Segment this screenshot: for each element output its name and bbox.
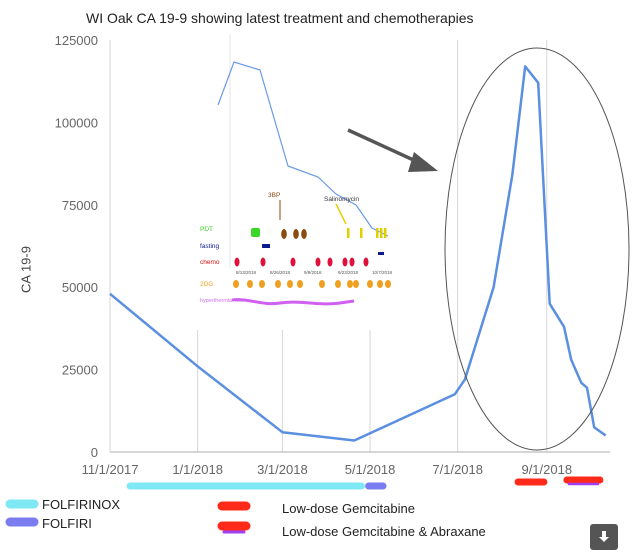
- inset-line: [217, 61, 389, 237]
- inset-3bp-marker: [281, 229, 287, 239]
- annotations: [347, 47, 630, 451]
- inset-salinomycin-marker: [347, 228, 350, 238]
- inset-row-label: 2DG: [200, 281, 213, 288]
- y-tick-label: 125000: [55, 33, 98, 48]
- arrow-head: [408, 152, 438, 172]
- inset-hyperthermia-line: [231, 298, 355, 306]
- inset-date-label: 8/26/2018: [270, 270, 291, 275]
- y-tick-label: 50000: [62, 280, 98, 295]
- inset-2dg-marker: [353, 280, 359, 288]
- inset-row-label: PDT: [200, 226, 213, 233]
- legend-label-low-dose-gemcitabine: Low-dose Gemcitabine: [282, 501, 415, 516]
- x-ticks: 11/1/2017 1/1/2018 3/1/2018 5/1/2018 7/1/201…: [82, 462, 573, 477]
- chart-title: WI Oak CA 19-9 showing latest treatment …: [86, 10, 474, 26]
- legend: [5, 499, 251, 534]
- inset-fasting-marker: [378, 252, 384, 255]
- inset-2dg-marker: [319, 280, 325, 288]
- inset-2dg-marker: [377, 280, 383, 288]
- inset-chemo-marker: [260, 257, 266, 267]
- legend-label-folfiri: FOLFIRI: [42, 516, 92, 531]
- y-tick-label: 100000: [55, 115, 98, 130]
- arrow-shaft: [347, 128, 421, 165]
- inset-date-label: 9/9/2018: [304, 270, 322, 275]
- inset-row-label: fasting: [200, 243, 220, 250]
- treatment-bars: [126, 476, 604, 490]
- inset-chemo-marker: [363, 257, 369, 267]
- inset-2dg-marker: [287, 280, 293, 288]
- y-tick-label: 0: [91, 445, 98, 460]
- inset-2dg-marker: [247, 280, 253, 288]
- inset-label-salinomycin: Salinomycin: [324, 196, 359, 203]
- x-tick-label: 9/1/2018: [521, 462, 572, 477]
- inset-background: [196, 30, 396, 330]
- inset-2dg-marker: [275, 280, 281, 288]
- inset-chemo-marker: [315, 257, 321, 267]
- y-ticks: 0 25000 50000 75000 100000 125000: [55, 33, 98, 460]
- inset-2dg-marker: [297, 280, 303, 288]
- inset-chemo-marker: [290, 257, 296, 267]
- inset-2dg-marker: [233, 280, 239, 288]
- inset-chemo-marker: [234, 257, 240, 267]
- series-line-ca19-9: [109, 65, 607, 442]
- inset-chemo-marker: [342, 257, 348, 267]
- inset-date-label: 10/7/2018: [372, 270, 393, 275]
- inset-3bp-marker: [301, 229, 307, 239]
- inset-fasting-marker: [262, 244, 270, 248]
- inset-screenshot: PDT fasting chemo 2DG hyperthermia+Mx 3BP Sali…: [196, 30, 396, 330]
- x-tick-label: 5/1/2018: [345, 462, 396, 477]
- y-tick-label: 75000: [62, 198, 98, 213]
- inset-salinomycin-pointer: [335, 203, 347, 225]
- peak-ellipse: [444, 47, 630, 451]
- inset-2dg-marker: [367, 280, 373, 288]
- inset-chemo-marker: [327, 257, 333, 267]
- inset-salinomycin-marker: [376, 228, 379, 238]
- inset-salinomycin-marker: [384, 228, 387, 238]
- inset-pdt-marker: [251, 228, 260, 237]
- inset-3bp-marker: [293, 229, 299, 239]
- download-button[interactable]: [590, 524, 618, 550]
- inset-chemo-marker: [349, 257, 355, 267]
- x-tick-label: 11/1/2017: [82, 462, 139, 477]
- y-tick-label: 25000: [62, 363, 98, 378]
- inset-date-label: 9/23/2018: [338, 270, 359, 275]
- legend-label-folfirinox: FOLFIRINOX: [42, 497, 121, 512]
- inset-2dg-marker: [335, 280, 341, 288]
- inset-2dg-marker: [385, 280, 391, 288]
- legend-label-gemcitabine-abraxane: Low-dose Gemcitabine & Abraxane: [282, 524, 486, 539]
- inset-date-label: 8/13/2018: [236, 270, 257, 275]
- inset-2dg-marker: [259, 280, 265, 288]
- inset-row-label: hyperthermia+Mx: [200, 298, 243, 304]
- inset-label-3bp: 3BP: [268, 192, 280, 199]
- x-tick-label: 1/1/2018: [172, 462, 223, 477]
- x-tick-label: 7/1/2018: [432, 462, 483, 477]
- x-tick-label: 3/1/2018: [257, 462, 308, 477]
- inset-salinomycin-marker: [380, 228, 383, 238]
- download-icon: [599, 531, 609, 542]
- inset-salinomycin-marker: [360, 228, 363, 238]
- inset-row-label: chemo: [200, 259, 220, 266]
- inset-2dg-marker: [347, 280, 353, 288]
